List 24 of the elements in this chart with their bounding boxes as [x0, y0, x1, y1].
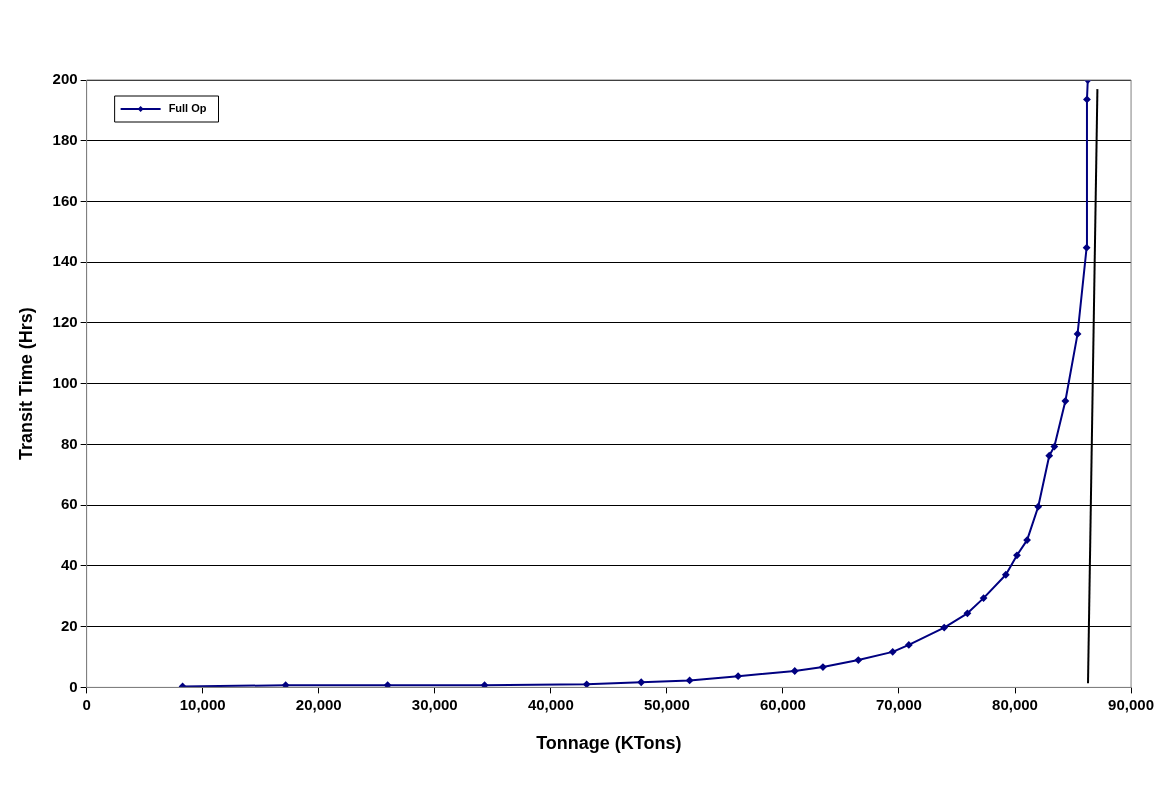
- y-tick-label: 100: [52, 373, 78, 391]
- y-tick-label: 40: [60, 556, 78, 574]
- y-axis-title: Transit Time (Hrs): [15, 307, 36, 461]
- x-tick-label: 0: [82, 695, 91, 713]
- y-tick-label: 80: [60, 434, 78, 452]
- x-tick-label: 80,000: [992, 695, 1038, 713]
- x-tick-label: 60,000: [759, 695, 806, 713]
- y-tick-label: 0: [69, 677, 78, 695]
- x-tick-label: 40,000: [527, 695, 574, 713]
- x-tick-label: 10,000: [179, 695, 226, 713]
- x-tick-label: 50,000: [643, 695, 690, 713]
- x-tick-label: 70,000: [876, 695, 922, 713]
- x-tick-label: 90,000: [1108, 695, 1155, 713]
- y-tick-label: 180: [52, 130, 78, 148]
- x-axis-title: Tonnage (KTons): [536, 733, 682, 754]
- y-tick-label: 200: [52, 70, 78, 88]
- y-tick-label: 20: [60, 616, 78, 634]
- x-tick-label: 30,000: [411, 695, 458, 713]
- y-tick-label: 140: [52, 252, 78, 270]
- legend-label: Full Op: [168, 102, 207, 115]
- x-tick-label: 20,000: [295, 695, 342, 713]
- y-tick-label: 60: [60, 495, 78, 513]
- y-tick-label: 160: [52, 191, 78, 209]
- y-tick-label: 120: [52, 313, 78, 331]
